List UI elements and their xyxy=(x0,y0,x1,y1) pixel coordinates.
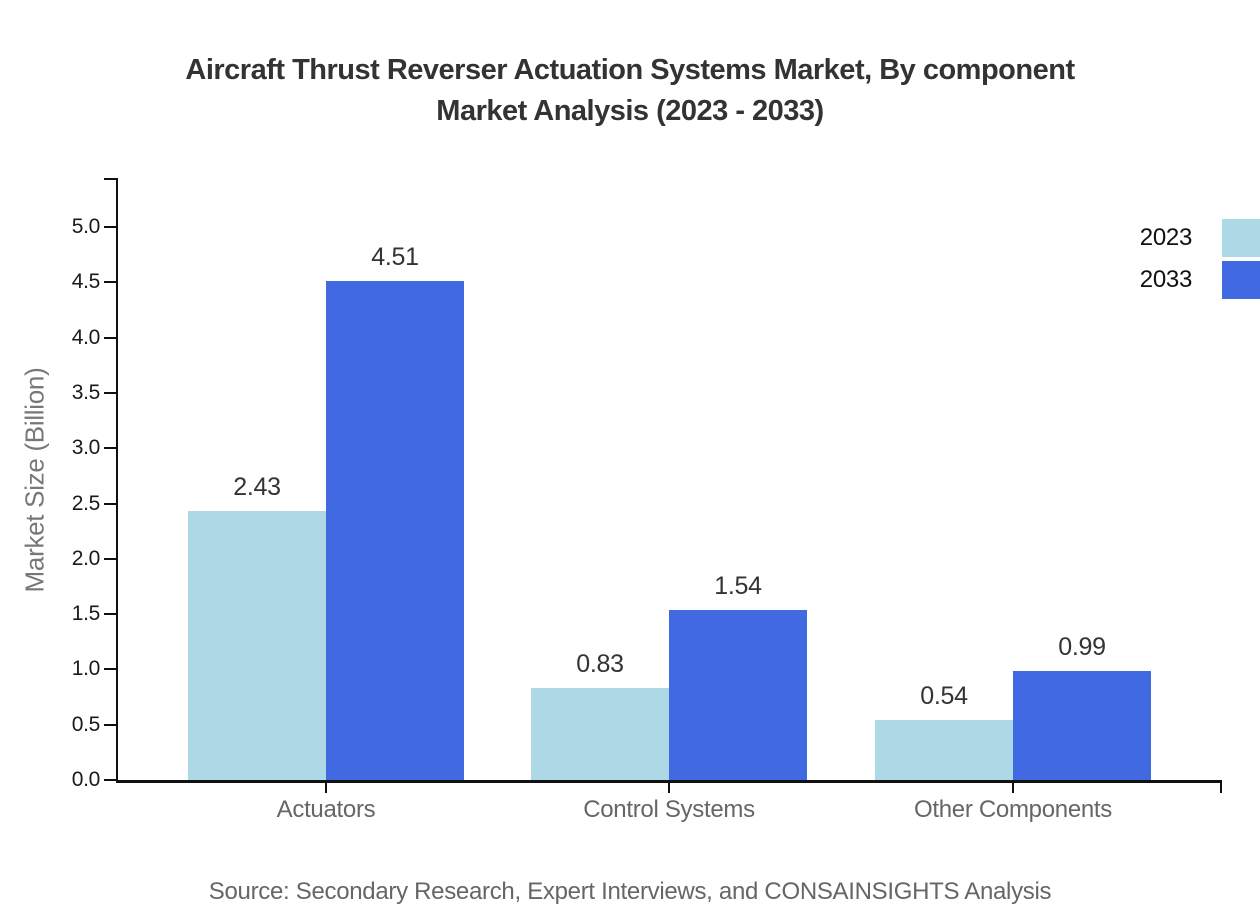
y-tick-mark xyxy=(104,281,116,284)
y-axis-title: Market Size (Billion) xyxy=(19,367,50,593)
bar-2023-actuators xyxy=(188,511,326,780)
value-label-2033-other-components: 0.99 xyxy=(1058,633,1106,661)
x-tick-mark xyxy=(668,783,670,793)
source-note: Source: Secondary Research, Expert Inter… xyxy=(208,878,1052,905)
y-tick-mark xyxy=(104,391,116,394)
y-tick-label: 2.5 xyxy=(71,491,101,515)
y-tick-label: 1.0 xyxy=(71,657,101,681)
x-category-label-actuators: Actuators xyxy=(276,796,376,823)
x-tick-mark xyxy=(1012,783,1014,793)
y-tick-mark xyxy=(104,226,116,228)
y-axis-spine xyxy=(116,178,118,783)
y-tick-mark xyxy=(104,447,116,450)
x-tick-mark xyxy=(325,783,327,793)
legend-label-2033: 2033 xyxy=(1139,266,1193,293)
plot-area: 0.0 0.5 1.0 1.5 2.0 2.5 3.0 3.5 4.0 4.5 5.0 Actuat… xyxy=(72,178,1222,823)
y-tick-mark xyxy=(104,723,116,726)
y-tick-label: 0.0 xyxy=(71,768,101,791)
x-axis-end-cap xyxy=(1220,780,1222,793)
legend-row-2033: 2033 xyxy=(1140,261,1260,299)
legend-row-2023: 2023 xyxy=(1140,219,1260,257)
y-tick-mark xyxy=(104,336,116,339)
legend-swatch-2023 xyxy=(1222,219,1260,257)
x-category-label-other-components: Other Components xyxy=(914,796,1112,823)
y-tick-label: 3.0 xyxy=(71,436,101,460)
y-tick-mark xyxy=(104,613,116,616)
value-label-2033-actuators: 4.51 xyxy=(371,243,419,271)
y-tick-mark xyxy=(104,668,116,671)
y-tick-label: 5.0 xyxy=(71,215,101,238)
bar-2023-other-components xyxy=(875,720,1013,780)
value-label-2023-other-components: 0.54 xyxy=(920,682,968,710)
legend: 2023 2033 xyxy=(1140,219,1260,299)
bar-2033-other-components xyxy=(1013,671,1151,780)
y-tick-label: 0.5 xyxy=(71,712,101,736)
chart-title-line2: Market Analysis (2023 - 2033) xyxy=(436,95,824,127)
y-axis-end-cap xyxy=(104,178,116,180)
y-tick-label: 2.0 xyxy=(71,546,101,570)
y-tick-label: 3.5 xyxy=(71,380,101,404)
y-tick-label: 4.0 xyxy=(71,325,101,349)
y-tick-label: 1.5 xyxy=(71,602,101,626)
y-tick-mark xyxy=(104,779,116,781)
x-category-label-control-systems: Control Systems xyxy=(583,796,755,823)
x-axis-spine xyxy=(116,780,1222,783)
value-label-2023-actuators: 2.43 xyxy=(233,473,281,501)
bar-2033-control-systems xyxy=(669,610,807,780)
chart-title-line1: Aircraft Thrust Reverser Actuation Syste… xyxy=(185,54,1075,86)
legend-label-2023: 2023 xyxy=(1139,224,1193,251)
bar-2033-actuators xyxy=(326,281,464,780)
y-tick-mark xyxy=(104,557,116,560)
value-label-2033-control-systems: 1.54 xyxy=(714,572,762,600)
chart-title: Aircraft Thrust Reverser Actuation Syste… xyxy=(0,50,1260,132)
legend-swatch-2033 xyxy=(1222,261,1260,299)
y-tick-label: 4.5 xyxy=(71,270,101,294)
y-tick-mark xyxy=(104,502,116,505)
bar-2023-control-systems xyxy=(531,688,669,780)
value-label-2023-control-systems: 0.83 xyxy=(576,650,624,678)
